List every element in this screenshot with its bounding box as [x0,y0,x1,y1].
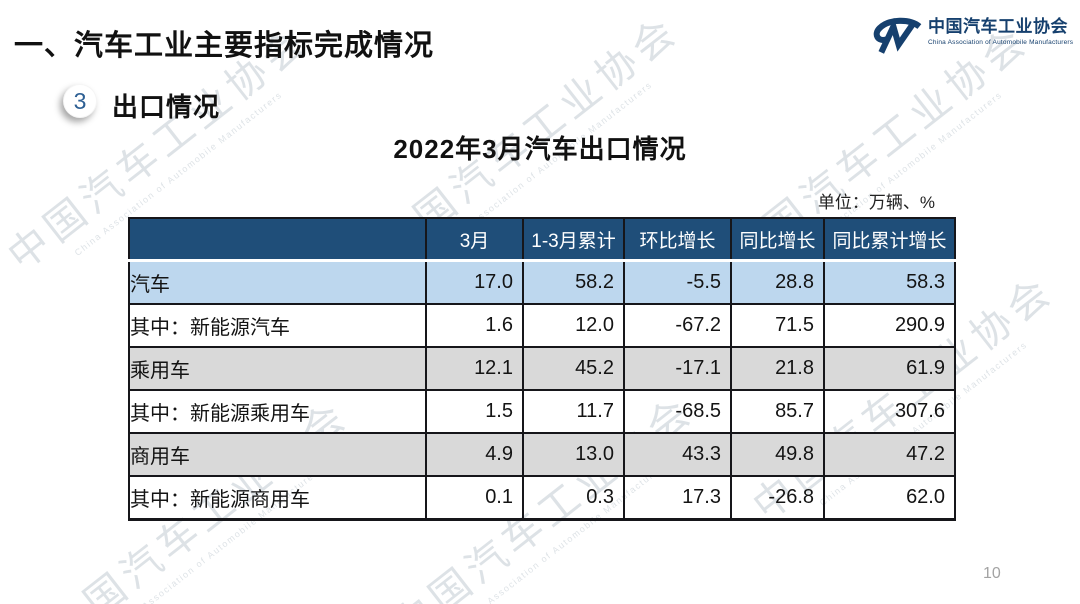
cell-value: 17.0 [425,259,524,305]
cell-value: 62.0 [823,475,956,521]
table-row-nev-commercial: 其中：新能源商用车 0.1 0.3 17.3 -26.8 62.0 [128,475,956,521]
section-badge-label: 出口情况 [112,92,221,122]
cell-value: 307.6 [823,389,956,434]
cell-value: 12.1 [425,346,524,391]
cell-value: 45.2 [522,346,625,391]
cell-value: 4.9 [425,432,524,477]
header-cell-category [128,217,427,262]
table-row-commercial: 商用车 4.9 13.0 43.3 49.8 47.2 [128,432,956,477]
header-cell-yoy-cumulative-growth: 同比累计增长 [823,217,956,262]
table-row-auto: 汽车 17.0 58.2 -5.5 28.8 58.3 [128,259,956,305]
export-table: 3月 1-3月累计 环比增长 同比增长 同比累计增长 汽车 17.0 58.2 … [128,217,956,521]
header-cell-month: 3月 [425,217,524,262]
cell-value: -5.5 [623,259,732,305]
page-number: 10 [983,565,1001,582]
header-cell-cumulative: 1-3月累计 [522,217,625,262]
cell-value: -17.1 [623,346,732,391]
cell-value: 71.5 [730,303,825,348]
cell-value: 47.2 [823,432,956,477]
cell-value: 0.3 [522,475,625,521]
caam-logo-text: 中国汽车工业协会 China Association of Automobile… [928,12,1073,46]
cell-value: 12.0 [522,303,625,348]
caam-logo: 中国汽车工业协会 China Association of Automobile… [870,12,1073,61]
cell-value: 43.3 [623,432,732,477]
header-cell-mom-growth: 环比增长 [623,217,732,262]
cell-value: 28.8 [730,259,825,305]
cell-value: 49.8 [730,432,825,477]
cell-value: -68.5 [623,389,732,434]
unit-label: 单位：万辆、% [817,193,935,212]
cell-value: 21.8 [730,346,825,391]
caam-logo-monogram-icon [870,16,922,61]
cell-value: -26.8 [730,475,825,521]
table-title: 2022年3月汽车出口情况 [393,134,687,164]
cell-value: 13.0 [522,432,625,477]
row-label: 商用车 [128,432,427,477]
row-label: 乘用车 [128,346,427,391]
cell-value: 1.5 [425,389,524,434]
cell-value: 58.3 [823,259,956,305]
row-label: 其中：新能源商用车 [128,475,427,521]
caam-logo-name-cn: 中国汽车工业协会 [928,17,1068,36]
section-badge-number: 3 [73,87,87,114]
table-row-passenger: 乘用车 12.1 45.2 -17.1 21.8 61.9 [128,346,956,391]
cell-value: 85.7 [730,389,825,434]
cell-value: 0.1 [425,475,524,521]
row-label: 其中：新能源乘用车 [128,389,427,434]
cell-value: 17.3 [623,475,732,521]
row-label: 汽车 [128,259,427,305]
cell-value: 61.9 [823,346,956,391]
cell-value: 1.6 [425,303,524,348]
section-badge: 3 [63,84,97,118]
cell-value: 58.2 [522,259,625,305]
cell-value: 11.7 [522,389,625,434]
header-cell-yoy-growth: 同比增长 [730,217,825,262]
caam-logo-name-en: China Association of Automobile Manufact… [928,39,1074,46]
row-label: 其中：新能源汽车 [128,303,427,348]
table-header-row: 3月 1-3月累计 环比增长 同比增长 同比累计增长 [128,217,956,262]
table-row-nev-passenger: 其中：新能源乘用车 1.5 11.7 -68.5 85.7 307.6 [128,389,956,434]
cell-value: 290.9 [823,303,956,348]
section-title: 一、汽车工业主要指标完成情况 [14,30,435,62]
cell-value: -67.2 [623,303,732,348]
table-row-nev-auto: 其中：新能源汽车 1.6 12.0 -67.2 71.5 290.9 [128,303,956,348]
